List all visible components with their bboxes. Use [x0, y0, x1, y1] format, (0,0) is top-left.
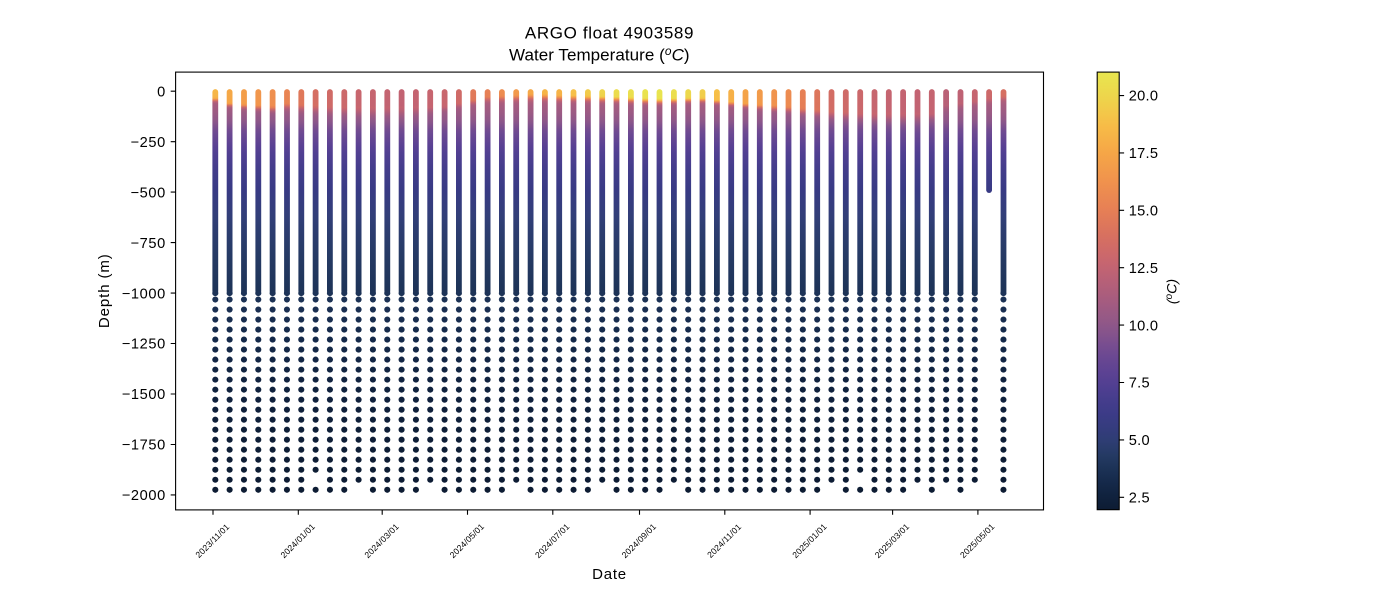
- svg-text:15.0: 15.0: [1129, 204, 1158, 220]
- svg-text:−250: −250: [131, 135, 166, 151]
- svg-text:10.0: 10.0: [1129, 318, 1158, 334]
- svg-text:20.0: 20.0: [1129, 89, 1158, 105]
- svg-text:−2000: −2000: [122, 488, 166, 504]
- svg-text:Water Temperature (oC): Water Temperature (oC): [509, 44, 690, 64]
- svg-text:−1500: −1500: [122, 387, 166, 403]
- svg-text:Depth (m): Depth (m): [96, 253, 113, 328]
- svg-text:7.5: 7.5: [1129, 376, 1150, 392]
- svg-text:5.0: 5.0: [1129, 433, 1150, 449]
- svg-text:2.5: 2.5: [1129, 491, 1150, 507]
- svg-text:−500: −500: [131, 185, 166, 201]
- svg-text:ARGO float 4903589: ARGO float 4903589: [525, 24, 694, 43]
- svg-text:Date: Date: [592, 566, 627, 583]
- svg-text:−1000: −1000: [122, 286, 166, 302]
- svg-text:12.5: 12.5: [1129, 261, 1158, 277]
- svg-text:−750: −750: [131, 236, 166, 252]
- svg-text:0: 0: [157, 84, 166, 100]
- svg-text:−1250: −1250: [122, 337, 166, 353]
- svg-text:(oC): (oC): [1164, 279, 1181, 304]
- svg-text:−1750: −1750: [122, 438, 166, 454]
- svg-text:17.5: 17.5: [1129, 146, 1158, 162]
